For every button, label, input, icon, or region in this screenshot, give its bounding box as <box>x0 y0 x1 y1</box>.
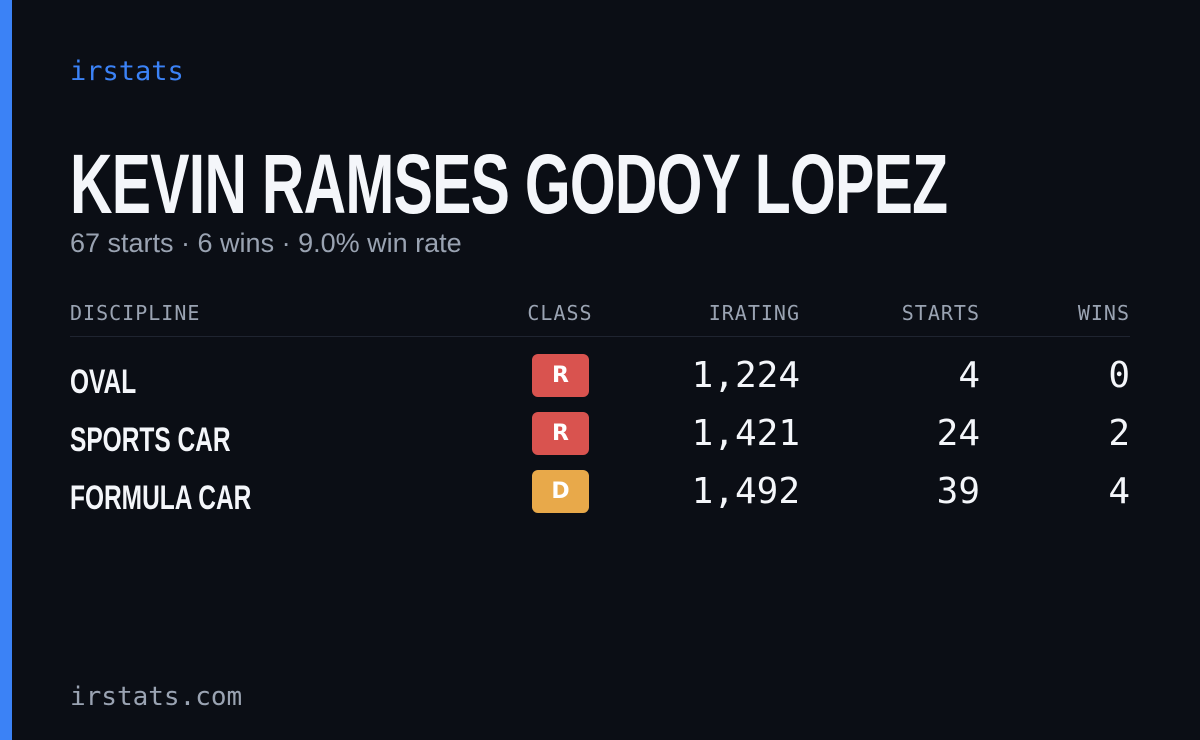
wins: 0 <box>1108 355 1130 396</box>
class-badge: D <box>532 470 589 513</box>
starts: 24 <box>936 413 980 454</box>
subtitle: 67 starts · 6 wins · 9.0% win rate <box>70 228 462 258</box>
brand: irstats <box>70 56 184 87</box>
starts: 4 <box>958 355 980 396</box>
starts: 39 <box>936 471 980 512</box>
irating: 1,421 <box>691 413 800 454</box>
column-header: CLASS <box>527 301 593 325</box>
column-header: WINS <box>1077 301 1130 325</box>
irating: 1,492 <box>691 471 800 512</box>
wins: 4 <box>1108 471 1130 512</box>
column-header: DISCIPLINE <box>70 301 201 325</box>
class-badge: R <box>532 412 589 455</box>
title: KEVIN RAMSES GODOY LOPEZ <box>70 137 948 231</box>
irating: 1,224 <box>691 355 800 396</box>
footer: irstats.com <box>70 682 243 712</box>
wins: 2 <box>1108 413 1130 454</box>
discipline: SPORTS CAR <box>70 421 231 459</box>
column-header: IRATING <box>708 301 800 325</box>
accent-bar <box>0 0 12 740</box>
discipline: OVAL <box>70 363 137 401</box>
header-rule <box>70 336 1130 337</box>
column-header: STARTS <box>901 301 980 325</box>
discipline: FORMULA CAR <box>70 479 252 517</box>
class-badge: R <box>532 354 589 397</box>
